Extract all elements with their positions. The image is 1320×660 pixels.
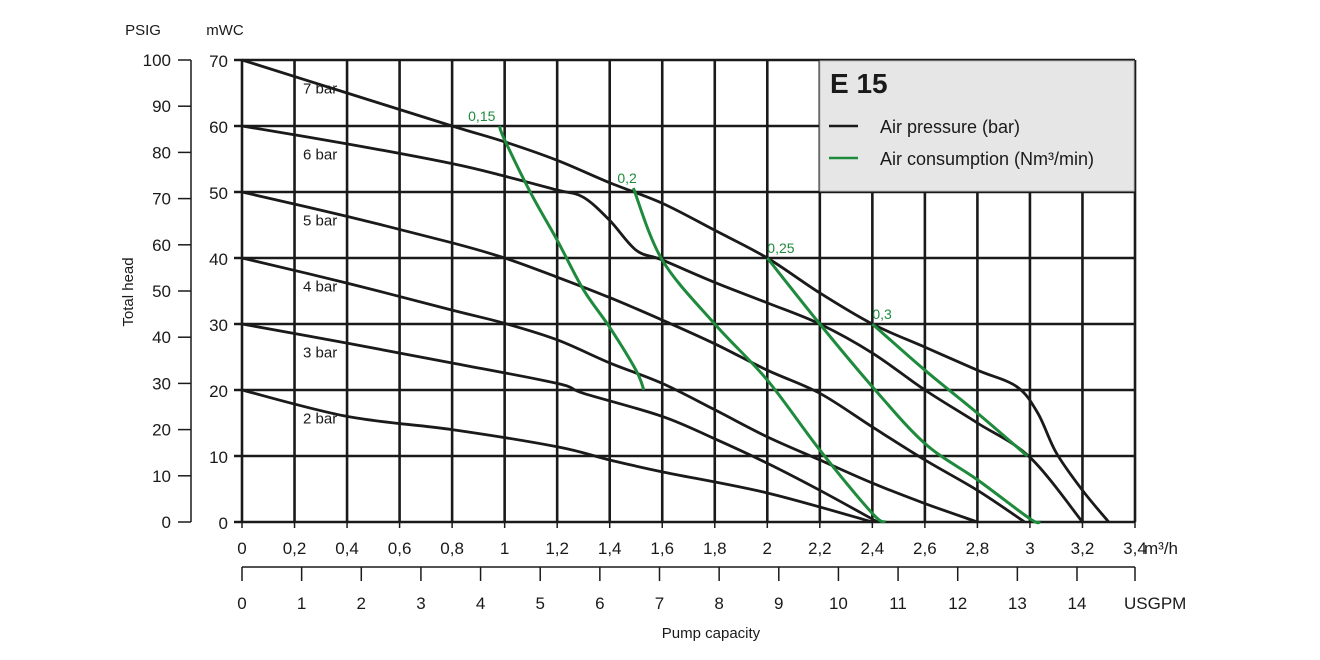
legend-label-consumption: Air consumption (Nm³/min) — [880, 149, 1094, 169]
pressure-curve-7-bar — [241, 58, 1110, 523]
consumption-curve-0-3 — [871, 322, 1029, 458]
pressure-curve-label: 7 bar — [303, 80, 337, 97]
x-tick-label: 3,4 — [1123, 539, 1147, 558]
y-mwc-tick-label: 60 — [209, 118, 228, 137]
y-psig-tick-label: 30 — [152, 374, 171, 393]
x-tick-label: 0,2 — [283, 539, 307, 558]
x2-tick-label: 11 — [889, 594, 907, 613]
pressure-curve-label: 5 bar — [303, 212, 337, 229]
y-psig-tick-label: 90 — [152, 97, 171, 116]
x2-tick-label: 6 — [595, 594, 604, 613]
pressure-curve-label: 3 bar — [303, 344, 337, 361]
x-tick-label: 2,4 — [861, 539, 885, 558]
legend-box — [819, 60, 1135, 192]
chart-title: E 15 — [830, 68, 888, 99]
y-psig-tick-label: 20 — [152, 421, 171, 440]
y-mwc-tick-label: 0 — [219, 514, 228, 533]
x2-tick-label: 5 — [535, 594, 544, 613]
legend-label-pressure: Air pressure (bar) — [880, 117, 1020, 137]
y-mwc-tick-label: 20 — [209, 382, 228, 401]
consumption-curve-label: 0,25 — [767, 240, 794, 256]
consumption-curve-label: 0,3 — [872, 306, 892, 322]
pressure-curve-6-bar — [241, 124, 1084, 523]
x2-tick-label: 4 — [476, 594, 485, 613]
y-psig-tick-label: 40 — [152, 328, 171, 347]
pressure-curve-4-bar — [241, 256, 978, 524]
y-mwc-tick-label: 30 — [209, 316, 228, 335]
pressure-curve-2-bar — [241, 388, 873, 524]
x2-tick-label: 0 — [237, 594, 246, 613]
x2-tick-label: 9 — [774, 594, 783, 613]
y-mwc-tick-label: 70 — [209, 52, 228, 71]
y-mwc-tick-label: 40 — [209, 250, 228, 269]
y-psig-tick-label: 10 — [152, 467, 171, 486]
y-psig-tick-label: 50 — [152, 282, 171, 301]
x2-tick-label: 10 — [829, 594, 848, 613]
consumption-curve-label: 0,2 — [617, 170, 637, 186]
x-tick-label: 2,8 — [966, 539, 990, 558]
x2-tick-label: 14 — [1068, 594, 1087, 613]
x-tick-label: 2,6 — [913, 539, 937, 558]
y-psig-tick-label: 0 — [162, 513, 171, 532]
consumption-curve-0-25 — [766, 257, 1041, 525]
y-mwc-tick-label: 50 — [209, 184, 228, 203]
x-tick-label: 0,8 — [440, 539, 464, 558]
consumption-curve-0-15 — [497, 125, 646, 391]
x2-tick-label: 1 — [297, 594, 306, 613]
pressure-curve-5-bar — [241, 190, 1026, 524]
pressure-curve-label: 6 bar — [303, 146, 337, 163]
psig-axis-unit: PSIG — [125, 22, 161, 39]
x-tick-label: 1 — [500, 539, 509, 558]
x2-tick-label: 13 — [1008, 594, 1027, 613]
x2-tick-label: 12 — [948, 594, 967, 613]
pressure-curve-label: 2 bar — [303, 410, 337, 427]
y-psig-tick-label: 80 — [152, 143, 171, 162]
x-tick-label: 0,6 — [388, 539, 412, 558]
x-axis-unit: m³/h — [1144, 539, 1178, 558]
y-psig-tick-label: 60 — [152, 236, 171, 255]
x2-tick-label: 8 — [714, 594, 723, 613]
x2-axis-unit: USGPM — [1124, 594, 1186, 613]
pressure-curve-3-bar — [241, 322, 879, 524]
x-tick-label: 3,2 — [1071, 539, 1095, 558]
x-tick-label: 2 — [763, 539, 772, 558]
consumption-curve-0-2 — [631, 187, 887, 524]
x-tick-label: 1,8 — [703, 539, 727, 558]
x-tick-label: 0,4 — [335, 539, 359, 558]
consumption-curve-label: 0,15 — [468, 108, 495, 124]
x-tick-label: 3 — [1025, 539, 1034, 558]
x-tick-label: 1,6 — [650, 539, 674, 558]
x-tick-label: 2,2 — [808, 539, 832, 558]
x-tick-label: 0 — [237, 539, 246, 558]
x-tick-label: 1,2 — [545, 539, 569, 558]
x2-tick-label: 7 — [655, 594, 664, 613]
y-mwc-tick-label: 10 — [209, 448, 228, 467]
mwc-axis-unit: mWC — [206, 22, 244, 39]
y-axis-title: Total head — [120, 257, 137, 326]
x2-tick-label: 2 — [357, 594, 366, 613]
x2-tick-label: 3 — [416, 594, 425, 613]
y-psig-tick-label: 70 — [152, 190, 171, 209]
x-tick-label: 1,4 — [598, 539, 622, 558]
pressure-curve-label: 4 bar — [303, 278, 337, 295]
x-axis-title: Pump capacity — [662, 625, 761, 642]
y-psig-tick-label: 100 — [143, 51, 171, 70]
